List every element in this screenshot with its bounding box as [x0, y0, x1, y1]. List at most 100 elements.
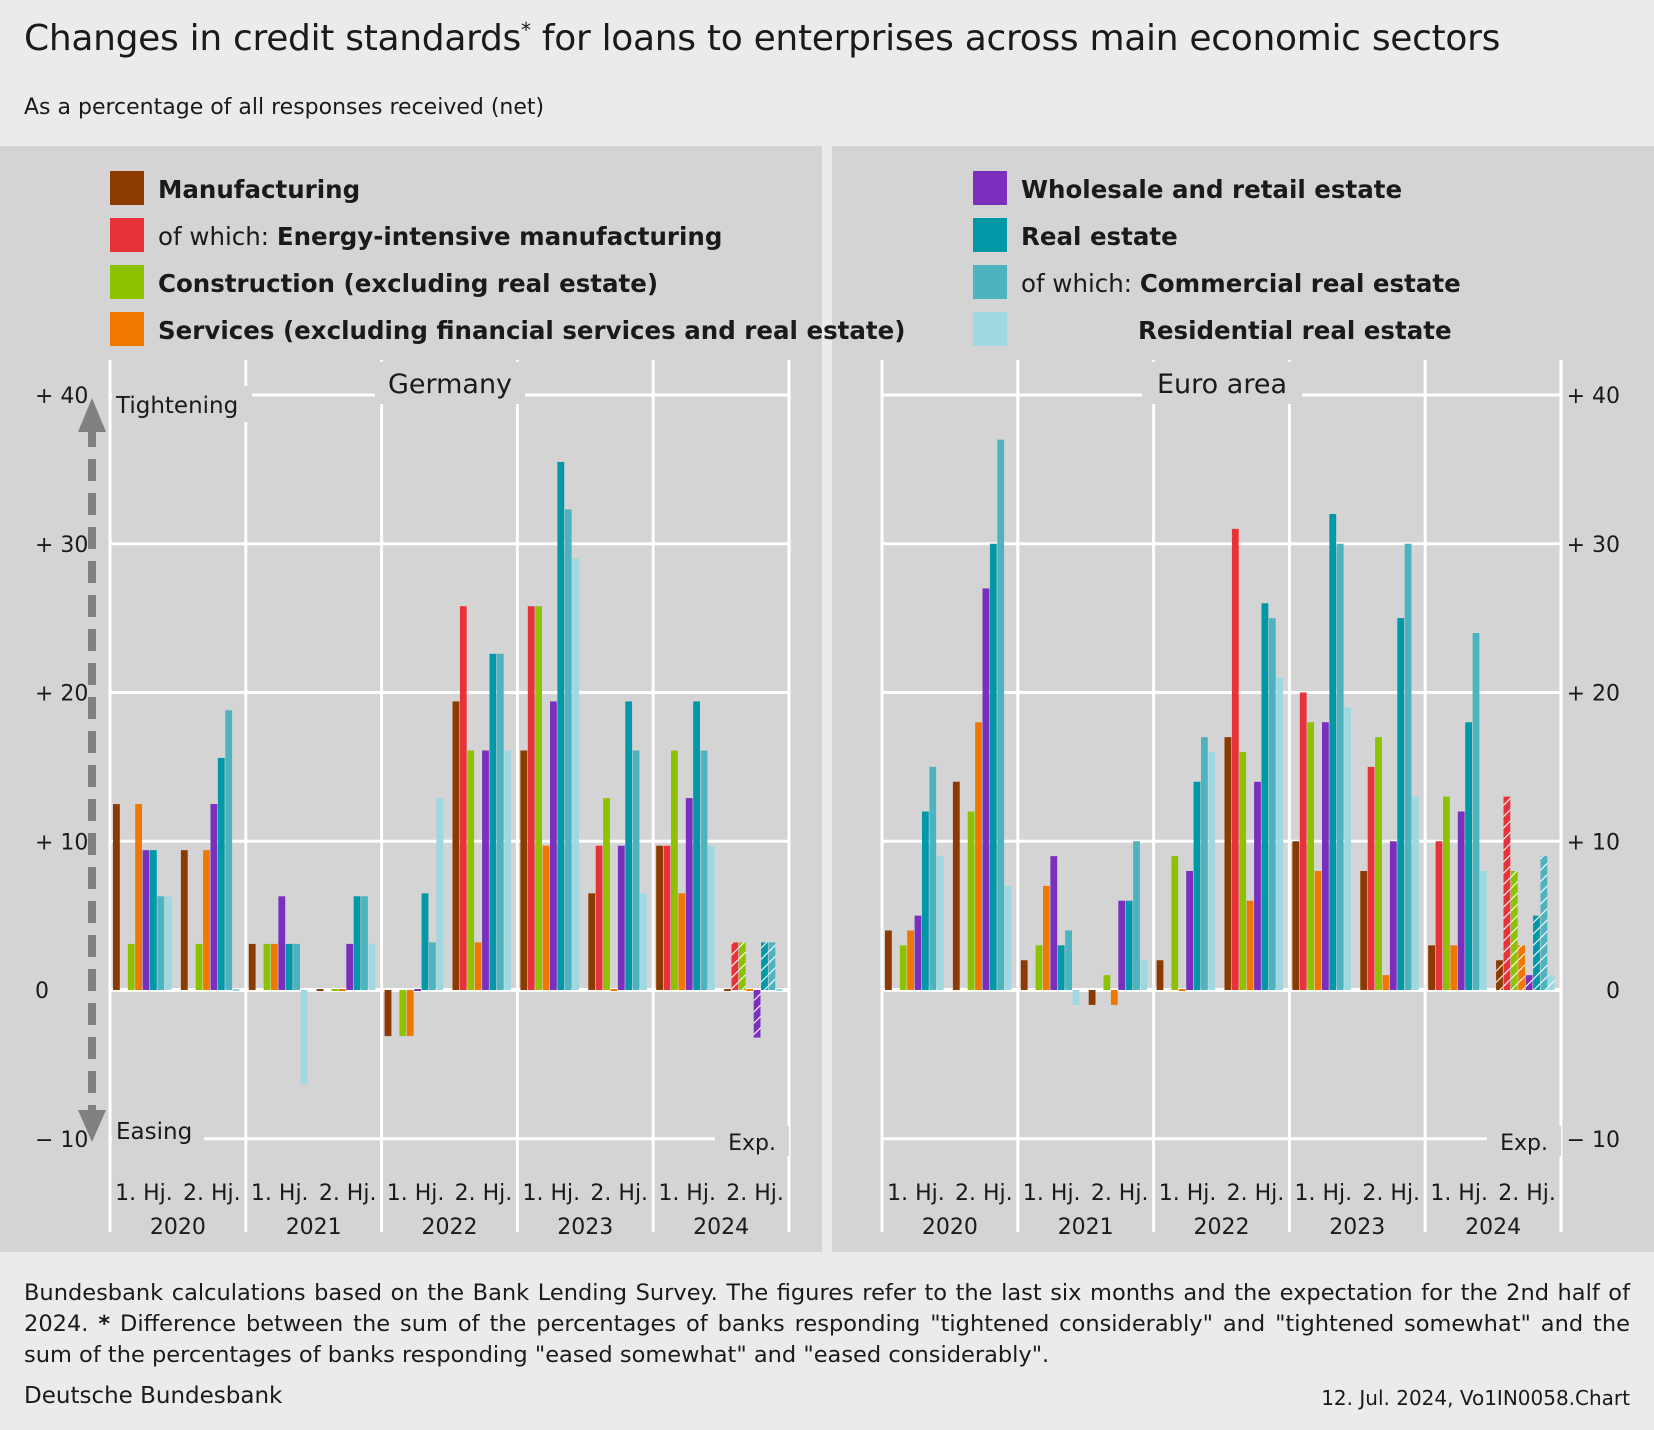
bar-de [474, 942, 482, 990]
bar-ea [1020, 960, 1028, 990]
x-year-label: 2021 [286, 1215, 342, 1240]
bar-ea [1367, 766, 1375, 990]
x-tick-label: 2. Hj. [319, 1181, 377, 1206]
bar-ea [1292, 841, 1300, 990]
footnote-star: * [98, 1311, 111, 1337]
x-tick-label: 2. Hj. [183, 1181, 241, 1206]
bar-ea [975, 722, 982, 990]
panel-title-bg [1142, 362, 1302, 404]
bar-hatch-expectation [731, 942, 739, 990]
bar-de [346, 943, 354, 990]
x-tick-label: 1. Hj. [658, 1181, 716, 1206]
bar-de [421, 893, 429, 990]
bar-ea [1072, 990, 1080, 1005]
bar-ea [1360, 871, 1368, 990]
bar-de [625, 701, 633, 990]
bar-de [271, 943, 278, 990]
bar-de [467, 750, 475, 990]
legend-label: Manufacturing [158, 175, 360, 204]
y-tick-label: + 30 [1567, 533, 1620, 558]
legend-label: of which: Commercial real estate [1021, 269, 1461, 298]
legend-label: Residential real estate [1138, 316, 1452, 345]
legend-label: Services (excluding financial services a… [158, 316, 905, 345]
bar-de [459, 606, 467, 990]
title-text: Changes in credit standards [24, 18, 521, 59]
x-year-label: 2022 [422, 1215, 478, 1240]
source-label: Deutsche Bundesbank [24, 1383, 283, 1409]
bar-hatch-expectation [738, 942, 746, 990]
bar-de [180, 850, 188, 990]
legend-item: Real estate [973, 218, 1178, 252]
bar-ea [1412, 796, 1419, 990]
bar-ea [1375, 737, 1382, 990]
x-year-label: 2021 [1058, 1215, 1114, 1240]
footnote: Bundesbank calculations based on the Ban… [24, 1278, 1630, 1371]
x-tick-label: 1. Hj. [1295, 1181, 1353, 1206]
bar-hatch-expectation [1547, 975, 1555, 990]
footnote-star-text: Difference between the sum of the percen… [24, 1311, 1630, 1368]
bar-ea [1004, 885, 1012, 990]
bar-ea [982, 588, 990, 990]
exp-label: Exp. [1500, 1131, 1548, 1156]
x-tick-label: 1. Hj. [251, 1181, 309, 1206]
bar-de [595, 845, 603, 990]
bar-ea [989, 543, 997, 990]
bar-de [671, 750, 678, 990]
chart-area: Manufacturing of which: Energy-intensive … [0, 136, 1654, 1258]
bar-ea [1307, 722, 1314, 990]
bar-ea [1246, 900, 1254, 990]
bar-ea [1397, 618, 1405, 990]
bar-de [142, 850, 150, 990]
bar-ea [1314, 871, 1322, 990]
bar-de [603, 798, 610, 990]
y-tick-label: + 10 [1567, 830, 1620, 855]
arrow-down-head [78, 1110, 106, 1142]
bar-ea [1224, 737, 1232, 990]
bar-ea [952, 781, 960, 990]
x-year-label: 2020 [150, 1215, 206, 1240]
bar-de [527, 606, 535, 990]
x-tick-label: 1. Hj. [387, 1181, 445, 1206]
bar-de [572, 558, 579, 990]
y-tick-label: + 40 [1567, 384, 1620, 409]
bar-ea [1057, 945, 1065, 990]
bar-de [724, 989, 731, 991]
bar-ea [1140, 960, 1148, 990]
bar-de [775, 989, 783, 991]
bar-ea [1322, 722, 1329, 990]
bar-de [150, 850, 157, 990]
arrow-up-head [78, 398, 106, 432]
bar-de [564, 509, 572, 990]
legend-swatch [110, 265, 144, 299]
bar-de [610, 989, 618, 991]
bar-de [135, 804, 142, 990]
x-tick-label: 1. Hj. [523, 1181, 581, 1206]
chart-subtitle: As a percentage of all responses receive… [24, 95, 545, 120]
bar-de [406, 990, 414, 1037]
bar-de [708, 845, 715, 990]
tightening-bg [112, 386, 252, 422]
bar-hatch-expectation [1525, 975, 1533, 990]
legend-label: of which: Energy-intensive manufacturing [158, 222, 722, 251]
bar-ea [1043, 885, 1050, 990]
bar-ea [1103, 975, 1111, 990]
bar-ea [1268, 618, 1276, 990]
bar-ea [1186, 871, 1193, 990]
legend-swatch [110, 218, 144, 252]
bar-ea [1239, 752, 1247, 990]
bar-ea [1457, 811, 1465, 990]
bar-hatch-expectation [1503, 796, 1511, 990]
x-tick-label: 2. Hj. [955, 1181, 1013, 1206]
legend: Manufacturing of which: Energy-intensive … [110, 171, 1461, 346]
legend-swatch [110, 171, 144, 205]
y-tick-label: − 10 [1567, 1128, 1620, 1153]
x-tick-label: 2. Hj. [1362, 1181, 1420, 1206]
bar-de [663, 845, 671, 990]
bar-de [263, 943, 271, 990]
bar-de [217, 757, 225, 990]
bar-de [588, 893, 596, 990]
bar-de [520, 750, 528, 990]
bar-hatch-expectation [761, 942, 768, 990]
x-tick-label: 2. Hj. [1498, 1181, 1556, 1206]
y-tick-label: − 10 [35, 1128, 88, 1153]
